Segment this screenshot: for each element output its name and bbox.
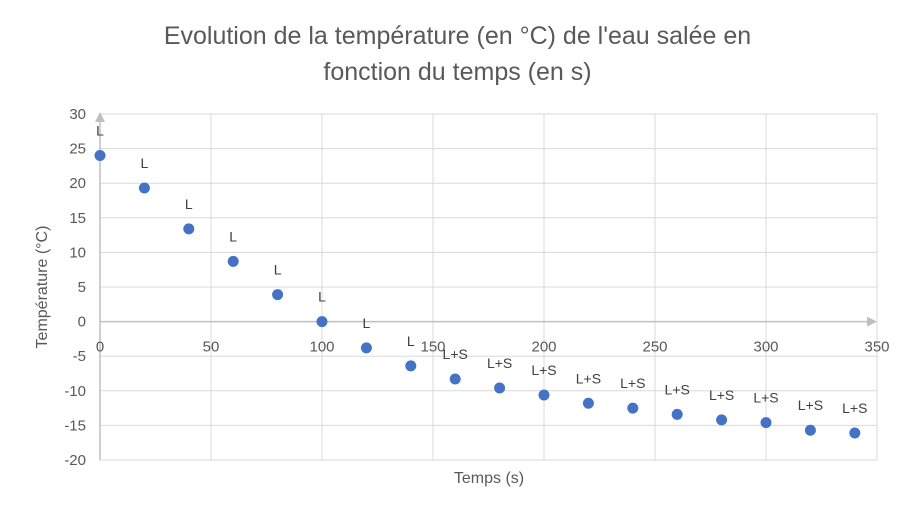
data-point-label: L+S xyxy=(709,387,734,403)
data-point-label: L+S xyxy=(665,381,690,397)
data-point-label: L+S xyxy=(842,400,867,416)
data-point-label: L xyxy=(96,123,104,139)
data-point xyxy=(360,342,372,354)
data-point xyxy=(716,414,728,426)
data-labels: L L L L L L L L L+S L+S L+S L+S L+S L+S L+S L+S L+S L+S xyxy=(96,123,867,416)
y-axis-arrow xyxy=(95,112,105,122)
data-point xyxy=(405,360,417,372)
chart-title-line-2: fonction du temps (en s) xyxy=(323,58,592,86)
y-tick-label: 25 xyxy=(69,141,86,158)
data-point xyxy=(760,417,772,429)
data-point-label: L xyxy=(185,196,193,212)
y-tick-label: -5 xyxy=(73,348,86,365)
y-axis-title: Température (°C) xyxy=(34,226,51,349)
data-point-label: L xyxy=(141,155,149,171)
y-tick-label: 20 xyxy=(69,175,86,192)
data-points xyxy=(94,150,861,439)
y-tick-label: 0 xyxy=(78,314,86,331)
data-point-label: L+S xyxy=(576,370,601,386)
data-point-label: L xyxy=(318,289,326,305)
data-point-label: L+S xyxy=(487,355,512,371)
axes xyxy=(95,112,877,460)
x-tick-label: 250 xyxy=(642,339,667,356)
y-tick-label: -20 xyxy=(64,452,86,469)
chart-title-line-1: Evolution de la température (en °C) de l… xyxy=(163,22,752,50)
y-tick-label: 30 xyxy=(69,106,86,123)
data-point xyxy=(449,373,461,385)
data-point xyxy=(671,408,683,420)
data-point xyxy=(627,402,639,414)
data-point xyxy=(849,427,861,439)
data-point-label: L xyxy=(363,315,371,331)
data-point-label: L xyxy=(274,262,282,278)
data-point xyxy=(227,255,239,267)
data-point-label: L+S xyxy=(443,346,468,362)
x-tick-label: 150 xyxy=(420,339,445,356)
x-tick-label: 200 xyxy=(531,339,556,356)
data-point xyxy=(538,389,550,401)
data-point-label: L+S xyxy=(620,375,645,391)
gridlines xyxy=(100,113,878,461)
x-axis-title: Temps (s) xyxy=(454,470,524,487)
data-point-label: L+S xyxy=(753,390,778,406)
data-point-label: L xyxy=(229,228,237,244)
data-point-label: L xyxy=(407,333,415,349)
data-point xyxy=(138,182,150,194)
y-tick-label: 5 xyxy=(78,279,86,296)
x-tick-label: 350 xyxy=(864,339,889,356)
y-tick-label: -10 xyxy=(64,383,86,400)
data-point xyxy=(582,397,594,409)
data-point xyxy=(804,424,816,436)
y-tick-label: -15 xyxy=(64,417,86,434)
x-tick-label: 100 xyxy=(309,339,334,356)
data-point xyxy=(183,223,195,235)
x-tick-label: 0 xyxy=(96,339,104,356)
data-point xyxy=(316,316,328,328)
data-point-label: L+S xyxy=(798,397,823,413)
x-tick-label: 300 xyxy=(753,339,778,356)
y-tick-label: 15 xyxy=(69,210,86,227)
x-axis-arrow xyxy=(867,316,877,327)
y-tick-label: 10 xyxy=(69,244,86,261)
data-point xyxy=(94,150,106,162)
chart-title: Evolution de la température (en °C) de l… xyxy=(0,18,915,90)
x-tick-label: 50 xyxy=(203,339,220,356)
data-point-label: L+S xyxy=(531,362,556,378)
data-point xyxy=(272,289,284,301)
data-point xyxy=(494,382,506,394)
